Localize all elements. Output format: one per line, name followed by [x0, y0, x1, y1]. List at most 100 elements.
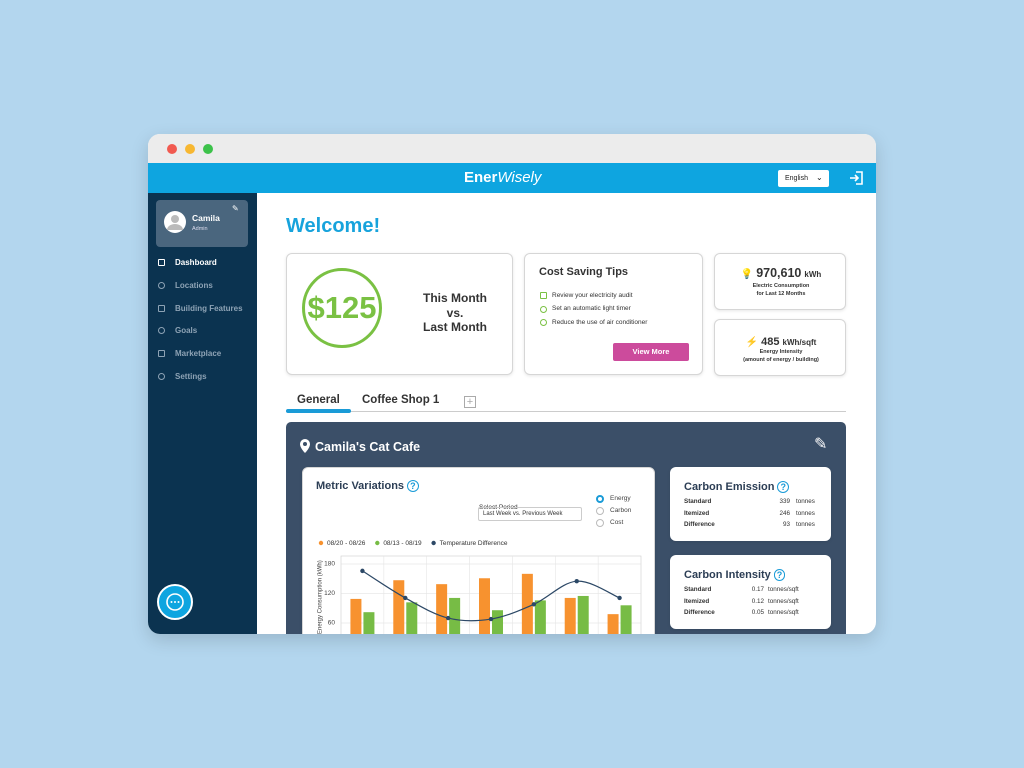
stat-line: ⚡ 485 kWh/sqft [715, 332, 847, 350]
stat-caption: Electric Consumption [752, 283, 810, 289]
row-value: 0.05 [751, 609, 764, 616]
row-unit: tonnes [796, 498, 815, 505]
legend-dot [318, 540, 324, 546]
bar [436, 584, 448, 634]
language-select[interactable]: English ⌄ [778, 170, 829, 187]
metric-title: Metric Variations ? [316, 480, 419, 492]
savings-amount: $125 [302, 268, 382, 348]
comparison-line: This Month [423, 291, 487, 305]
tab[interactable]: Coffee Shop 1 [362, 394, 440, 406]
chevron: ⌄ [816, 173, 823, 182]
row-label: Difference [684, 609, 715, 616]
welcome: Welcome! [286, 215, 381, 237]
carbon-title-text: Carbon Emission [684, 481, 775, 493]
help-icon[interactable]: ? [777, 481, 789, 493]
metric-card: Metric Variations ? Select Period Last W… [302, 467, 655, 634]
nav-item[interactable]: Goals [175, 326, 198, 336]
temperature-point [574, 579, 579, 584]
row-value: 339 [779, 498, 790, 505]
legend-label: 08/13 - 08/19 [383, 540, 422, 547]
row-unit: tonnes/sqft [768, 597, 799, 605]
edit-location[interactable]: ✎ [814, 436, 828, 453]
carbon-title: Carbon Emission? [684, 481, 789, 493]
row-value: 93 [782, 521, 790, 528]
stat-card: ⚡ 485 kWh/sqft Energy Intensity (amount of e… [714, 319, 846, 376]
bar [564, 597, 576, 634]
brand-bold: Ener [464, 169, 498, 186]
radio[interactable] [596, 495, 604, 503]
row-unit: tonnes [796, 521, 815, 528]
bar [363, 612, 375, 634]
view-more-button[interactable]: View More [613, 343, 689, 361]
savings-comparison: This Month vs. Last Month [405, 291, 505, 335]
carbon-title: Carbon Intensity? [684, 569, 786, 581]
close-dot[interactable] [167, 144, 177, 154]
stat-unit: kWh/sqft [782, 338, 817, 347]
help-icon[interactable]: ? [773, 569, 786, 581]
brand-italic: Wisely [497, 169, 542, 186]
bar [393, 580, 405, 634]
tip: Reduce the use of air conditioner [552, 318, 648, 326]
nav-item[interactable]: Locations [175, 280, 213, 290]
period: Last Week vs. Previous Week [483, 511, 563, 517]
row-unit: tonnes/sqft [768, 586, 799, 593]
nav-item[interactable]: Settings [175, 372, 207, 381]
nav-item[interactable]: Marketplace [175, 349, 222, 359]
legend-label: Temperature Difference [440, 540, 508, 547]
radio-label: Carbon [610, 507, 632, 514]
carbon-card: Carbon Emission? Standard 339 tonnes Itemize… [670, 467, 831, 541]
max-dot[interactable] [203, 144, 213, 154]
row-label: Difference [684, 521, 715, 528]
chat-button[interactable] [157, 584, 193, 620]
nav-icon [158, 327, 165, 335]
temperature-point [617, 595, 622, 601]
nav-item[interactable]: Building Features [175, 303, 243, 313]
savings-card: $125 This Month vs. Last Month [286, 253, 513, 375]
tab[interactable]: General [297, 394, 340, 406]
stat-value: 485 [761, 336, 780, 348]
tip-icon [540, 319, 547, 326]
comparison-line: Last Month [423, 320, 487, 334]
radio[interactable] [596, 507, 604, 515]
add-tab[interactable]: + [464, 396, 476, 408]
legend-dot [431, 540, 436, 546]
row-value: 246 [779, 509, 790, 517]
bar [406, 602, 418, 634]
help-icon[interactable]: ? [407, 480, 419, 492]
tip: Review your electricity audit [552, 291, 633, 299]
row-label: Itemized [684, 509, 710, 517]
logout-icon[interactable] [848, 170, 864, 186]
user-card[interactable]: Camila Admin ✎ [156, 200, 248, 247]
period-select[interactable]: Last Week vs. Previous Week [478, 507, 582, 521]
app-header: EnerWisely English ⌄ [148, 163, 876, 193]
nav-item[interactable]: Dashboard [175, 258, 217, 267]
row-unit: tonnes/sqft [768, 609, 799, 616]
row-unit: tonnes [796, 509, 815, 517]
sidebar: Camila Admin ✎ Dashboard Locations Buildin… [148, 193, 257, 634]
browser-window: EnerWisely English ⌄ Camila Admin ✎ Dashb… [148, 134, 876, 634]
nav-icon [158, 304, 165, 312]
stat-caption: for Last 12 Months [756, 291, 806, 297]
user-name: Camila [192, 213, 220, 223]
edit-icon[interactable]: ✎ [232, 204, 239, 213]
min-dot[interactable] [185, 144, 195, 154]
stat-card: 💡 970,610 kWh Electric Consumption for Last … [714, 253, 846, 310]
row-label: Itemized [684, 597, 710, 605]
location-name: Camila's Cat Cafe [315, 440, 421, 454]
bar [492, 610, 503, 634]
pin-icon [300, 439, 310, 453]
brand: EnerWisely [464, 169, 541, 186]
bar [607, 614, 619, 634]
plot-frame [340, 555, 642, 634]
title-bar [148, 134, 876, 163]
temperature-point [445, 615, 451, 621]
bar [521, 573, 533, 634]
stat-caption: Energy Intensity [759, 349, 803, 355]
row-label: Standard [684, 498, 712, 505]
metric-title-text: Metric Variations [316, 480, 405, 492]
stat-value: 970,610 [756, 266, 802, 280]
stat-unit: kWh [804, 270, 822, 279]
nav-icon [158, 259, 165, 266]
temperature-point [531, 602, 537, 607]
radio[interactable] [596, 519, 604, 527]
